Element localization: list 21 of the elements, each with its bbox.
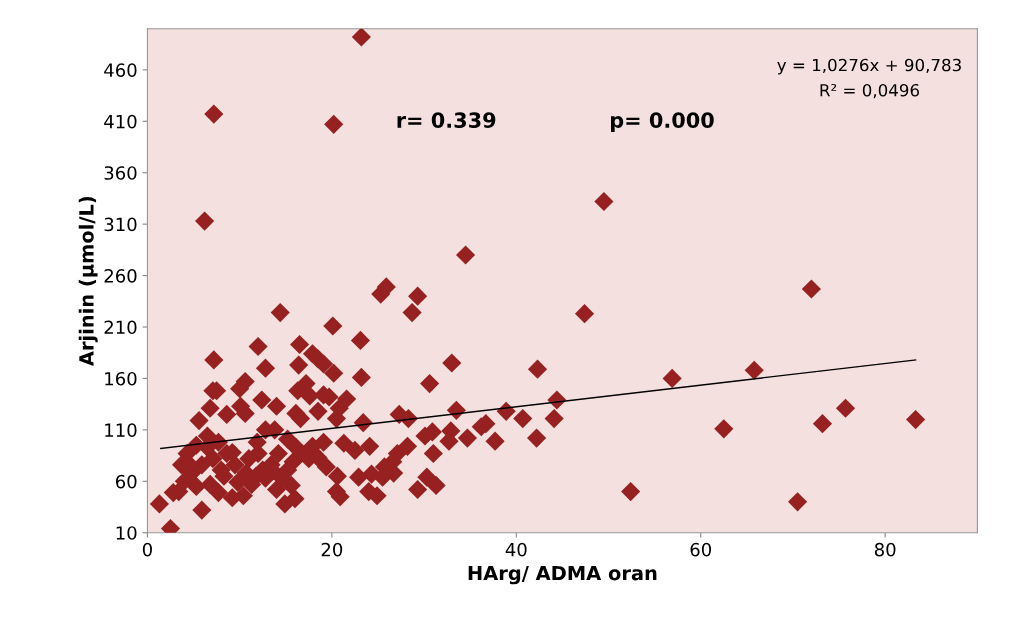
x-tick-label: 20	[321, 542, 343, 557]
y-tick-label: 10	[116, 526, 137, 540]
x-tick-label: 60	[690, 542, 712, 557]
x-tick-label: 0	[142, 542, 152, 557]
y-tick-label: 410	[104, 114, 137, 129]
annotation: r= 0.339	[397, 112, 496, 128]
x-tick-label: 80	[874, 542, 896, 557]
annotation: y = 1,0276x + 90,783	[777, 58, 961, 75]
annotation: p= 0.000	[611, 112, 714, 133]
y-tick-label: 210	[104, 320, 137, 335]
annotation: R² = 0,0496	[820, 83, 920, 99]
y-tick-label: 160	[105, 371, 137, 386]
y-tick-label: 310	[104, 217, 137, 232]
y-tick-label: 460	[104, 63, 137, 77]
y-tick-label: 110	[105, 423, 137, 437]
y-tick-label: 360	[104, 166, 137, 180]
x-axis-title: HArg/ ADMA oran	[468, 565, 657, 585]
y-tick-label: 60	[116, 474, 137, 489]
y-tick-label: 260	[104, 269, 137, 283]
y-axis-title: Arjinin (µmol/L)	[78, 196, 98, 367]
x-tick-label: 40	[505, 542, 527, 557]
